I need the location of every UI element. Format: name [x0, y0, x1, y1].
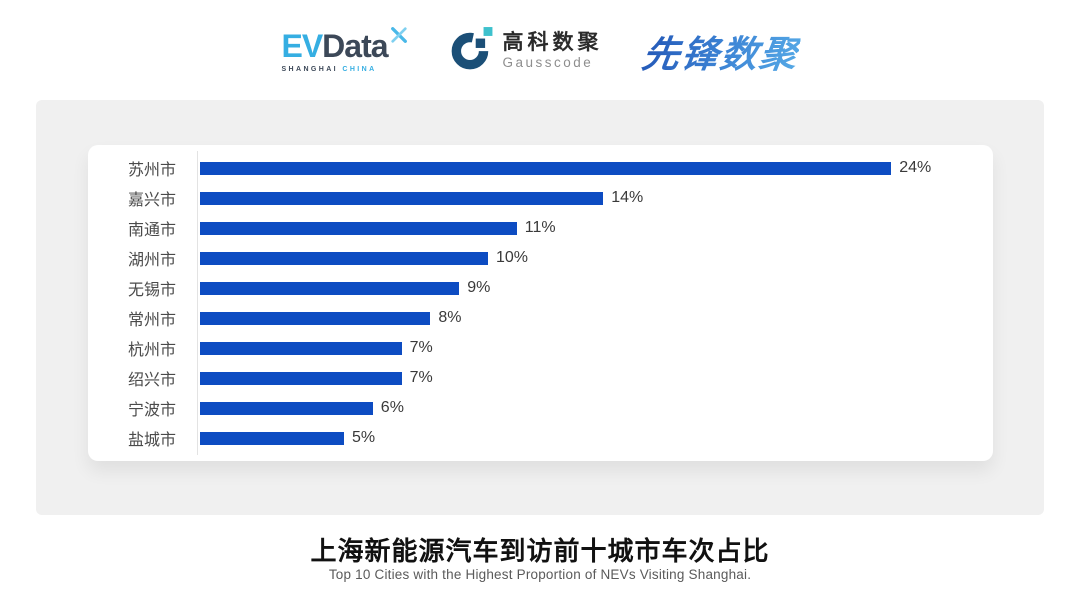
value-bar: [200, 281, 460, 295]
gausscode-en-text: Gausscode: [502, 54, 594, 70]
evdata-shanghai-text: SHANGHAI: [281, 65, 339, 73]
chart-row: 杭州市 7%: [88, 333, 977, 363]
gausscode-g-icon: [448, 26, 494, 77]
value-label: 10%: [496, 249, 529, 266]
evdata-x-icon: [390, 26, 408, 48]
value-bar: [200, 191, 604, 205]
value-label: 14%: [611, 189, 644, 206]
evdata-subtext: SHANGHAI CHINA: [281, 66, 376, 73]
value-bar: [200, 431, 344, 445]
chart-card: 苏州市 24% 嘉兴市 14% 南通市 11% 湖州市 10% 无锡市 9% 常州市 8% 杭州市 7% 绍…: [88, 145, 993, 461]
chart-row: 宁波市 6%: [88, 393, 977, 423]
y-axis-line: [197, 151, 198, 455]
chart-row: 南通市 11%: [88, 213, 977, 243]
value-label: 9%: [467, 279, 491, 296]
city-label: 南通市: [127, 222, 176, 239]
value-bar: [200, 221, 517, 235]
bar-rows: 苏州市 24% 嘉兴市 14% 南通市 11% 湖州市 10% 无锡市 9% 常州市 8% 杭州市 7% 绍…: [88, 153, 977, 453]
city-label: 湖州市: [127, 252, 176, 269]
value-label: 7%: [409, 339, 433, 356]
gausscode-cn-text: 高科数聚: [502, 30, 603, 54]
city-label: 杭州市: [127, 342, 176, 359]
value-bar: [200, 311, 431, 325]
gausscode-text: 高科数聚 Gausscode: [502, 30, 603, 70]
value-label: 24%: [899, 159, 932, 176]
evdata-wordmark: EV Data: [281, 26, 407, 64]
chart-row: 盐城市 5%: [88, 423, 977, 453]
chart-row: 常州市 8%: [88, 303, 977, 333]
chart-row: 苏州市 24%: [88, 153, 977, 183]
city-label: 嘉兴市: [127, 192, 176, 209]
city-label: 盐城市: [127, 432, 176, 449]
evdata-ev-text: EV: [281, 27, 323, 64]
value-label: 11%: [524, 219, 556, 236]
gausscode-logo: 高科数聚 Gausscode: [448, 26, 603, 77]
chart-subtitle: Top 10 Cities with the Highest Proportio…: [328, 567, 752, 582]
city-label: 宁波市: [127, 402, 176, 419]
value-bar: [200, 341, 402, 355]
chart-row: 嘉兴市 14%: [88, 183, 977, 213]
evdata-data-text: Data: [322, 27, 388, 64]
header-logos: EV Data SHANGHAI CHINA: [0, 18, 1080, 84]
city-label: 常州市: [127, 312, 176, 329]
city-label: 苏州市: [127, 162, 176, 179]
city-label: 绍兴市: [127, 372, 176, 389]
value-label: 5%: [352, 429, 376, 446]
value-label: 6%: [380, 399, 404, 416]
value-bar: [200, 251, 488, 265]
chart-title: 上海新能源汽车到访前十城市车次占比: [310, 536, 770, 566]
city-label: 无锡市: [127, 282, 176, 299]
evdata-china-text: CHINA: [342, 65, 377, 73]
value-bar: [200, 401, 373, 415]
evdata-logo: EV Data SHANGHAI CHINA: [281, 26, 407, 73]
value-bar: [200, 371, 402, 385]
value-label: 8%: [438, 309, 462, 326]
chart-row: 绍兴市 7%: [88, 363, 977, 393]
value-bar: [200, 161, 892, 175]
chart-row: 湖州市 10%: [88, 243, 977, 273]
chart-row: 无锡市 9%: [88, 273, 977, 303]
xianfeng-logo-text: 先锋数聚: [639, 24, 803, 78]
value-label: 7%: [409, 369, 433, 386]
